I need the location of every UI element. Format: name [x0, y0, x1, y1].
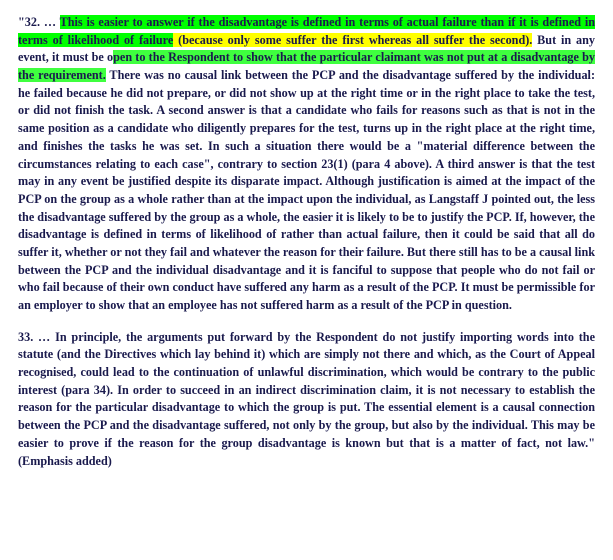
plain-text-2: There was no causal link between the PCP… [18, 68, 595, 312]
para-33-text: 33. … In principle, the arguments put fo… [18, 330, 595, 468]
paragraph-32: "32. … This is easier to answer if the d… [18, 14, 595, 315]
paragraph-33: 33. … In principle, the arguments put fo… [18, 329, 595, 471]
highlighted-yellow-text: (because only some suffer the first wher… [173, 33, 532, 47]
para-number: "32. … [18, 15, 60, 29]
